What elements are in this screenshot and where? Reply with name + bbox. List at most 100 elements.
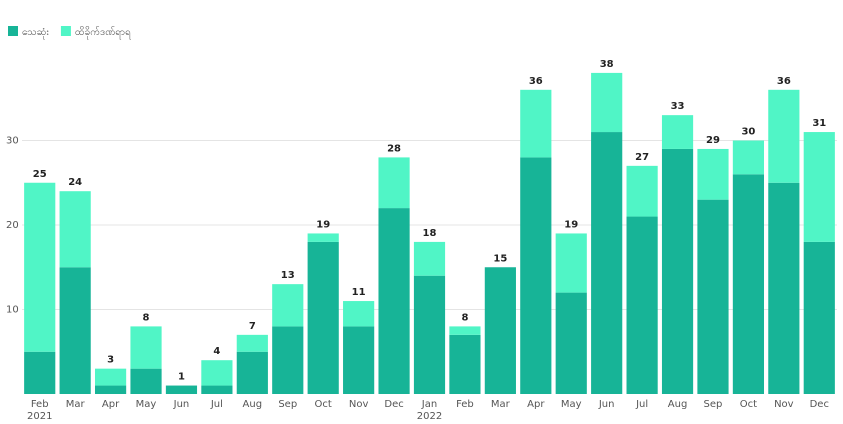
bar-segment xyxy=(591,72,623,133)
bar-segment xyxy=(24,351,56,394)
bar-segment xyxy=(343,301,375,327)
x-tick-label: Sep xyxy=(278,399,297,410)
x-tick-label: Nov xyxy=(349,399,369,410)
bar-segment xyxy=(661,115,694,149)
bar-segment xyxy=(768,182,800,394)
total-label: 25 xyxy=(33,169,47,180)
bar-segment xyxy=(24,182,56,352)
x-tick-label: Mar xyxy=(491,399,511,410)
total-label: 3 xyxy=(107,355,114,366)
total-label: 31 xyxy=(812,118,826,129)
bar-segment xyxy=(449,326,481,335)
x-tick-label: Feb xyxy=(456,399,474,410)
legend-label: ထိခိုက်ဒဏ်ရာရ xyxy=(75,25,131,40)
bar-segment xyxy=(94,385,127,394)
x-tick-label: Jun xyxy=(598,399,615,410)
legend-swatch xyxy=(60,26,71,36)
x-year-label: 2022 xyxy=(417,411,442,422)
x-tick-label: Apr xyxy=(102,399,120,410)
bar-segment xyxy=(59,267,91,394)
total-label: 19 xyxy=(316,219,330,230)
bar-segment xyxy=(343,326,375,394)
total-label: 8 xyxy=(461,312,468,323)
legend-swatch xyxy=(8,26,18,36)
x-tick-label: Jun xyxy=(173,399,190,410)
bar-segment xyxy=(236,351,268,394)
x-tick-label: Dec xyxy=(384,399,403,410)
bar-segment xyxy=(732,174,765,394)
x-tick-label: May xyxy=(136,399,157,410)
bar-segment xyxy=(768,89,800,183)
bar-segment xyxy=(591,132,623,395)
total-label: 29 xyxy=(706,135,720,146)
total-label: 24 xyxy=(68,177,82,188)
bar-segment xyxy=(94,368,127,386)
bar-segment xyxy=(520,157,552,394)
bar-segment xyxy=(555,292,587,394)
total-label: 8 xyxy=(143,312,150,323)
bar-segment xyxy=(130,368,162,394)
bar-segment xyxy=(307,241,339,394)
bar-segment xyxy=(697,148,729,200)
bar-segment xyxy=(520,89,552,158)
total-label: 27 xyxy=(635,152,649,163)
bar-segment xyxy=(803,241,835,394)
x-tick-label: Jan xyxy=(421,399,437,410)
total-label: 4 xyxy=(213,346,220,357)
y-tick-label: 10 xyxy=(6,305,19,316)
bar-segment xyxy=(449,334,481,394)
bar-segment xyxy=(661,148,694,394)
x-tick-label: Aug xyxy=(243,399,263,410)
total-label: 30 xyxy=(741,127,755,138)
bar-segment xyxy=(413,275,446,394)
x-tick-label: Mar xyxy=(66,399,86,410)
bar-segment xyxy=(413,241,446,276)
total-label: 33 xyxy=(671,101,685,112)
total-label: 28 xyxy=(387,143,401,154)
x-tick-label: Jul xyxy=(635,399,648,410)
bar-segment xyxy=(626,216,658,394)
bar-segment xyxy=(272,326,304,394)
bar-segment xyxy=(201,360,233,386)
total-label: 19 xyxy=(564,219,578,230)
total-label: 18 xyxy=(423,228,437,239)
x-tick-label: Jul xyxy=(210,399,223,410)
x-tick-label: Sep xyxy=(704,399,723,410)
bar-segment xyxy=(307,233,339,242)
bar-segment xyxy=(236,334,268,352)
x-tick-label: May xyxy=(561,399,582,410)
bar-segment xyxy=(484,267,516,394)
bar-segment xyxy=(130,326,162,369)
y-tick-label: 30 xyxy=(6,136,19,147)
x-tick-label: Oct xyxy=(740,399,757,410)
total-label: 7 xyxy=(249,321,256,332)
bar-segment xyxy=(626,165,658,217)
x-tick-label: Oct xyxy=(315,399,332,410)
total-label: 13 xyxy=(281,270,295,281)
total-label: 36 xyxy=(529,76,543,87)
total-label: 38 xyxy=(600,59,614,70)
legend-label: သေဆုံး xyxy=(22,27,49,40)
bar-segment xyxy=(59,191,91,268)
bar-segment xyxy=(378,157,410,209)
bar-segment xyxy=(803,132,835,242)
bar-segment xyxy=(555,233,587,293)
total-label: 11 xyxy=(352,287,366,298)
x-tick-label: Feb xyxy=(31,399,49,410)
bar-segment xyxy=(732,140,765,175)
x-tick-label: Dec xyxy=(810,399,829,410)
total-label: 36 xyxy=(777,76,791,87)
x-tick-label: Aug xyxy=(668,399,688,410)
x-year-label: 2021 xyxy=(27,411,52,422)
total-label: 15 xyxy=(493,253,507,264)
bar-segment xyxy=(201,385,233,394)
y-tick-label: 20 xyxy=(6,220,19,231)
total-label: 1 xyxy=(178,372,185,383)
bar-segment xyxy=(378,208,410,394)
bar-segment xyxy=(697,199,729,394)
bar-segment xyxy=(272,284,304,327)
x-tick-label: Apr xyxy=(527,399,545,410)
x-tick-label: Nov xyxy=(774,399,794,410)
bar-segment xyxy=(165,385,198,394)
